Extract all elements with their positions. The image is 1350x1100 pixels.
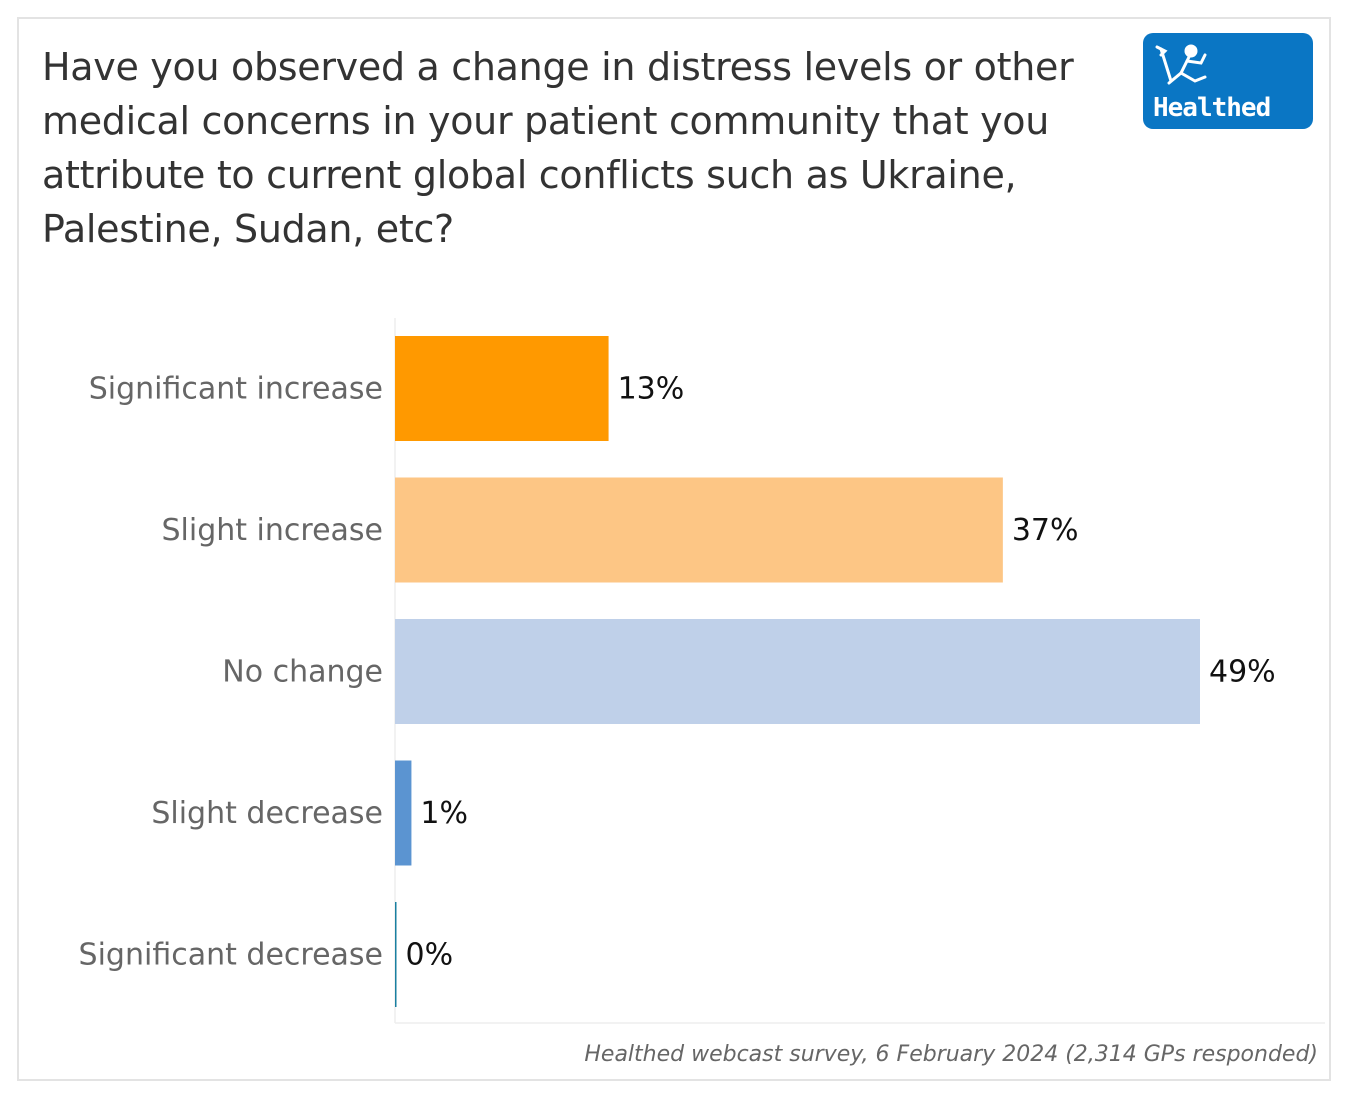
source-note: Healthed webcast survey, 6 February 2024… <box>584 1042 1318 1067</box>
bar-significant-increase <box>395 336 609 441</box>
bar-slight-increase <box>395 477 1003 583</box>
bar-no-change <box>395 619 1200 724</box>
bar-slight-decrease <box>395 760 412 866</box>
category-label: Significant increase <box>89 372 383 407</box>
value-label: 0% <box>406 938 454 973</box>
category-label: No change <box>222 655 383 690</box>
category-label: Slight decrease <box>151 796 383 831</box>
chart-title: Have you observed a change in distress l… <box>42 45 1074 251</box>
category-label: Slight increase <box>161 513 383 548</box>
logo-text: Healthed <box>1153 93 1271 123</box>
value-label: 49% <box>1209 655 1276 690</box>
chart-frame <box>17 17 1331 1081</box>
value-label: 13% <box>618 372 685 407</box>
value-label: 37% <box>1012 513 1079 548</box>
value-label: 1% <box>420 796 468 831</box>
healthed-logo: Healthed <box>1143 33 1313 129</box>
runner-icon <box>1155 44 1207 85</box>
bar-significant-decrease <box>395 902 397 1007</box>
category-label: Significant decrease <box>79 938 383 973</box>
